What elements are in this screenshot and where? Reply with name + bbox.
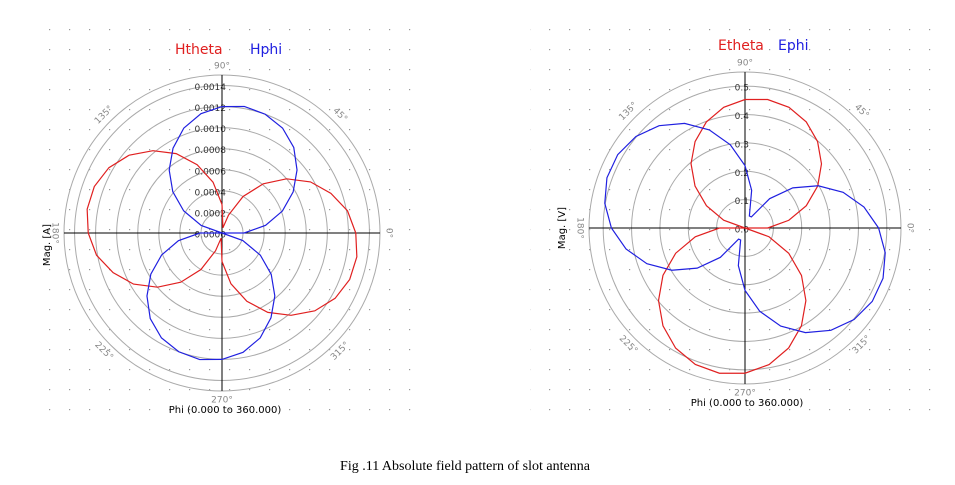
theta-tick-label: 180° — [575, 217, 585, 239]
r-tick-label: 0.0000 — [195, 231, 227, 241]
theta-tick-label: 0° — [384, 228, 394, 238]
x-axis-label: Phi (0.000 to 360.000) — [691, 398, 804, 409]
theta-tick-label: 90° — [737, 59, 753, 69]
y-axis-label: Mag. [A] — [42, 224, 53, 266]
theta-tick-label: 270° — [734, 389, 756, 399]
theta-tick-label: 270° — [211, 396, 233, 406]
r-tick-label: 0.2 — [735, 169, 749, 179]
r-tick-label: 0.0010 — [195, 125, 227, 135]
y-axis-label: Mag. [V] — [557, 207, 568, 249]
theta-tick-label: 0° — [905, 223, 915, 233]
legend-entry: Etheta — [718, 38, 764, 54]
theta-tick-label: 90° — [214, 62, 230, 72]
r-tick-label: 0.4 — [735, 112, 750, 122]
panel-background — [35, 20, 427, 425]
series-line — [86, 150, 358, 316]
x-axis-label: Phi (0.000 to 360.000) — [169, 405, 282, 416]
r-tick-label: 0.0 — [735, 226, 750, 236]
r-tick-label: 0.1 — [735, 197, 749, 207]
panel-background — [530, 15, 935, 420]
series-line — [604, 122, 886, 334]
r-tick-label: 0.0006 — [195, 167, 227, 177]
r-tick-label: 0.0004 — [195, 188, 227, 198]
r-tick-label: 0.5 — [735, 84, 749, 94]
r-tick-label: 0.0014 — [195, 83, 227, 93]
caption: Fig .11 Absolute field pattern of slot a… — [340, 459, 591, 474]
series-line — [657, 98, 823, 374]
r-tick-label: 0.0008 — [195, 146, 227, 156]
legend-entry: Ephi — [778, 38, 809, 54]
theta-tick-label: 180° — [50, 222, 60, 244]
legend-entry: Htheta — [175, 42, 223, 58]
r-tick-label: 0.0012 — [195, 104, 227, 114]
series-line — [146, 105, 298, 361]
r-tick-label: 0.0002 — [195, 209, 227, 219]
r-tick-label: 0.3 — [735, 140, 749, 150]
legend-entry: Hphi — [250, 42, 282, 58]
